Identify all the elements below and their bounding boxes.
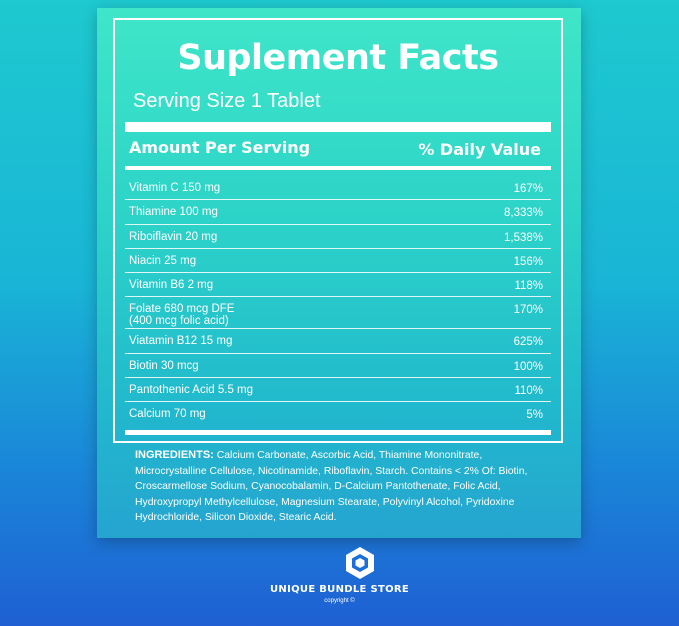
nutrient-name: Calcium 70 mg (129, 408, 206, 421)
ingredients-text: INGREDIENTS: Calcium Carbonate, Ascorbic… (135, 448, 553, 526)
serving-size: Serving Size 1 Tablet (133, 90, 321, 112)
nutrient-name: Vitamin B6 2 mg (129, 279, 214, 292)
nutrient-name: Vitamin C 150 mg (129, 182, 221, 194)
nutrient-daily-value: 167% (513, 183, 543, 195)
nutrient-daily-value: 156% (513, 255, 543, 268)
facts-frame: Suplement Facts Serving Size 1 Tablet Am… (113, 18, 563, 443)
nutrient-daily-value: 110% (514, 385, 543, 398)
nutrient-row: Biotin 30 mcg 100% (125, 354, 551, 379)
nutrient-name: Folate 680 mcg DFE (400 mcg folic acid) (129, 303, 235, 328)
nutrient-row: Viatamin B12 15 mg 625% (125, 329, 551, 354)
ingredients-list: Calcium Carbonate, Ascorbic Acid, Thiami… (135, 450, 528, 523)
nutrient-daily-value: 1,538% (503, 231, 543, 244)
daily-value-header: % Daily Value (418, 140, 541, 159)
nutrient-row: Vitamin B6 2 mg 118% (125, 273, 551, 298)
supplement-facts-panel: Suplement Facts Serving Size 1 Tablet Am… (97, 8, 581, 538)
nutrient-row: Folate 680 mcg DFE (400 mcg folic acid) … (125, 297, 551, 330)
label-title: Suplement Facts (177, 38, 499, 78)
thick-divider (125, 122, 551, 132)
nutrient-daily-value: 8,333% (503, 207, 543, 220)
nutrient-row: Vitamin C 150 mg 167% (125, 176, 551, 201)
nutrient-row: Calcium 70 mg 5% (125, 402, 551, 426)
nutrient-name: Biotin 30 mcg (129, 359, 199, 372)
nutrient-daily-value: 100% (513, 360, 543, 373)
nutrient-name: Riboiflavin 20 mg (129, 230, 218, 243)
nutrient-daily-value: 625% (513, 336, 543, 349)
brand-name: UNIQUE BUNDLE STORE (270, 584, 409, 595)
header-divider (125, 166, 551, 170)
nutrient-name: Thiamine 100 mg (129, 206, 218, 219)
nutrient-row: Riboiflavin 20 mg 1,538% (125, 225, 551, 249)
hexagon-logo-icon (346, 547, 374, 579)
amount-per-serving-header: Amount Per Serving (129, 138, 311, 157)
copyright: copyright © (324, 598, 355, 604)
nutrient-name: Pantothenic Acid 5.5 mg (129, 384, 254, 397)
nutrient-daily-value: 170% (513, 304, 543, 317)
bottom-divider (125, 430, 551, 435)
nutrient-name: Niacin 25 mg (129, 254, 197, 267)
nutrient-daily-value: 118% (514, 280, 543, 293)
ingredients-label: INGREDIENTS: (135, 449, 214, 461)
nutrient-daily-value: 5% (526, 409, 543, 422)
nutrient-table: Vitamin C 150 mg 167% Thiamine 100 mg 8,… (125, 176, 551, 427)
nutrient-row: Niacin 25 mg 156% (125, 249, 551, 274)
nutrient-name: Viatamin B12 15 mg (129, 335, 233, 348)
nutrient-row: Thiamine 100 mg 8,333% (125, 200, 551, 225)
nutrient-row: Pantothenic Acid 5.5 mg 110% (125, 378, 551, 403)
